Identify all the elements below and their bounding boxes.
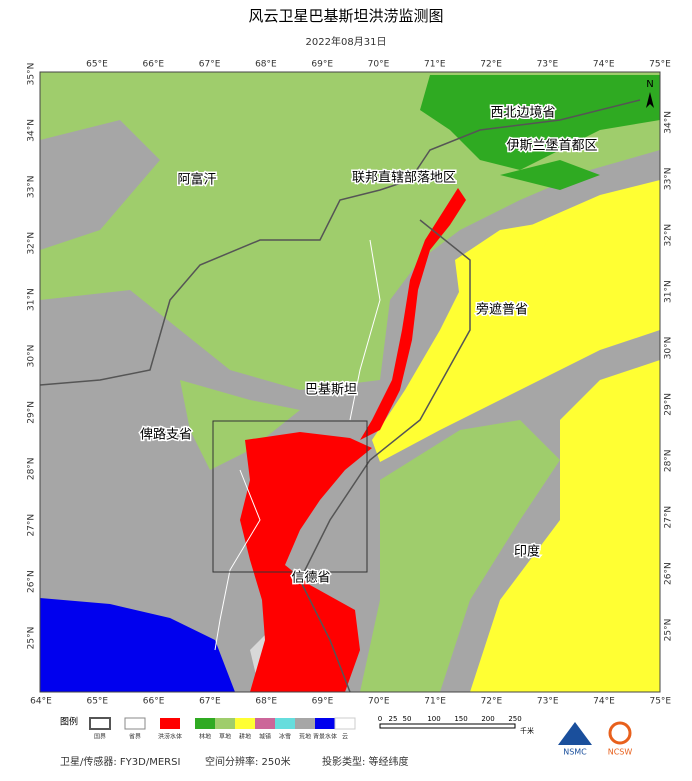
legend-label: 国界 [94,734,106,741]
scale-bar: 0 25 50 100 150 200 250 千米 [378,715,534,735]
legend-label: 草地 [219,733,231,741]
region-label: 联邦直辖部落地区 [352,170,456,186]
lon-bottom-label: 73°E [537,697,559,707]
legend: 图例 国界 省界 洪涝水体 林地 草地 耕地 城镇 冰雪 荒地 背景水体云 [60,716,356,741]
region-label: 信德省 [291,571,330,586]
lon-bottom-label: 67°E [199,697,221,707]
lat-right-label: 27°N [664,506,674,529]
legend-swatch [235,718,255,729]
lat-right-label: 34°N [664,111,674,134]
lon-bottom-label: 72°E [481,697,503,707]
legend-label: 林地 [199,733,211,741]
legend-swatch [124,717,146,730]
lon-top-label: 74°E [593,60,615,70]
scale-label: 100 [427,715,440,723]
legend-title: 图例 [60,716,78,728]
map: N [39,71,661,693]
scale-label: 25 [389,715,398,723]
north-label: N [646,79,653,90]
legend-swatch [160,718,180,729]
lon-top-label: 65°E [86,60,108,70]
region-label: 印度 [514,544,540,560]
footer-resolution: 空间分辨率: 250米 [205,755,291,768]
lat-right-label: 28°N [664,449,674,472]
lat-left-label: 26°N [27,570,37,593]
legend-label: 省界 [129,733,141,741]
lat-right-label: 26°N [664,562,674,585]
scale-label: 250 [508,715,521,723]
lat-left-label: 31°N [27,288,37,311]
lon-top-label: 72°E [480,60,502,70]
lon-bottom-label: 74°E [593,697,615,707]
region-label: 西北边境省 [490,106,555,121]
lat-right-label: 32°N [664,224,674,247]
scale-label: 0 [378,715,382,723]
lon-top-label: 75°E [649,60,671,70]
lat-right-label: 31°N [664,280,674,303]
scale-label: 200 [481,715,494,723]
lon-top-label: 68°E [255,60,277,70]
lat-left-label: 25°N [27,627,37,650]
lat-left-label: 28°N [27,457,37,480]
lon-top-label: 70°E [368,60,390,70]
legend-label: 洪涝水体 [158,733,182,741]
title: 风云卫星巴基斯坦洪涝监测图 [248,7,443,25]
lon-bottom-label: 66°E [143,697,165,707]
legend-swatch [215,718,235,729]
lat-left-label: 29°N [27,401,37,424]
lat-left-label: 30°N [27,345,37,368]
date: 2022年08月31日 [306,35,387,48]
lon-top-label: 71°E [424,60,446,70]
lon-bottom-label: 75°E [649,697,671,707]
logo-ncsw: NCSW [608,748,633,757]
legend-label: 背景水体 [313,733,337,741]
lon-top-label: 73°E [537,60,559,70]
lat-right-label: 29°N [664,393,674,416]
scale-unit: 千米 [520,726,534,735]
logo-nsmc: NSMC [563,748,587,757]
region-label: 俾路支省 [140,427,192,443]
legend-swatch [195,718,215,729]
lat-left-label: 27°N [27,514,37,537]
scale-label: 50 [403,715,412,723]
region-label: 旁遮普省 [476,302,528,318]
legend-label: 冰雪 [279,733,291,741]
lon-bottom-label: 68°E [255,697,277,707]
legend-swatch [89,717,111,730]
region-label: 巴基斯坦 [305,383,357,398]
region-label: 阿富汗 [177,172,216,188]
lon-top-label: 67°E [199,60,221,70]
legend-label: 云 [342,734,348,741]
legend-label: 耕地 [239,733,251,741]
legend-swatch [295,718,315,729]
legend-label: 城镇 [259,733,271,741]
lat-left-label: 35°N [27,63,37,86]
legend-swatch [255,718,275,729]
footer-projection: 投影类型: 等经纬度 [322,755,409,768]
lat-left-label: 32°N [27,232,37,255]
legend-swatch [275,718,295,729]
legend-label: 荒地 [299,733,311,741]
lat-right-label: 33°N [664,167,674,190]
lat-left-label: 33°N [27,175,37,198]
region-label: 伊斯兰堡首都区 [506,138,597,154]
lat-right-label: 25°N [664,619,674,642]
lon-top-label: 66°E [142,60,164,70]
lon-bottom-label: 64°E [30,697,52,707]
scale-label: 150 [454,715,467,723]
lon-bottom-label: 65°E [86,697,108,707]
lat-left-label: 34°N [27,119,37,142]
legend-swatch [315,718,335,729]
lon-bottom-label: 69°E [312,697,334,707]
lon-bottom-label: 71°E [424,697,446,707]
lon-top-label: 69°E [311,60,333,70]
footer-satellite: 卫星/传感器: FY3D/MERSI [60,755,180,768]
legend-swatch [334,717,356,730]
lat-right-label: 30°N [664,337,674,360]
lon-bottom-label: 70°E [368,697,390,707]
